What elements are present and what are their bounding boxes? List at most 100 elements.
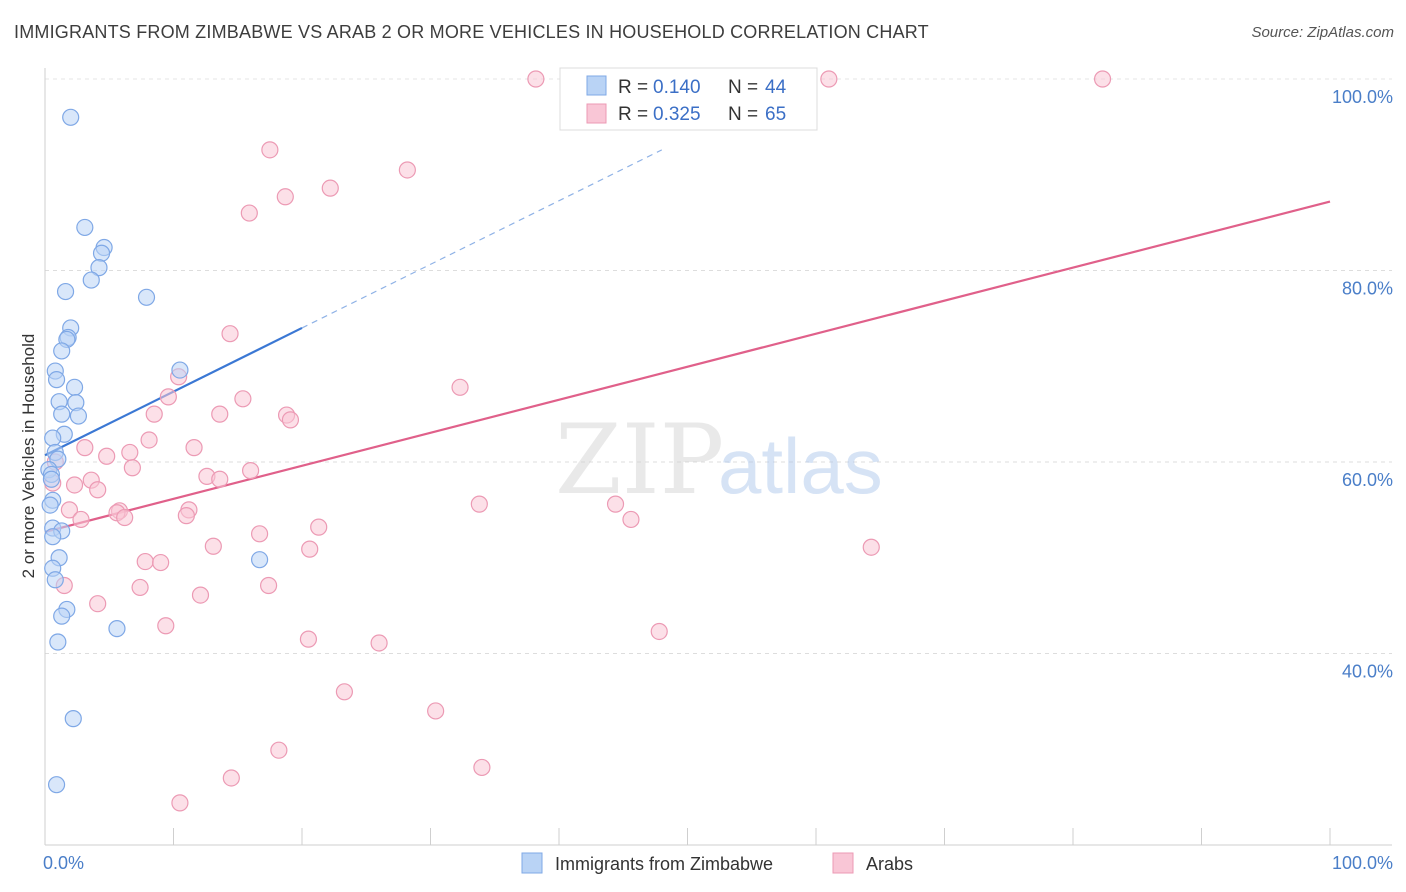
legend-n-label-2: N = xyxy=(728,104,758,125)
zimbabwe-point-7 xyxy=(137,288,156,306)
source-label: Source: ZipAtlas.com xyxy=(1251,24,1394,41)
legend-r-value-1: 0.140 xyxy=(653,77,701,98)
legend-n-value-1: 44 xyxy=(765,77,787,98)
arab-point-54 xyxy=(157,617,175,635)
arab-point-0 xyxy=(527,70,545,88)
y-tick-label-2: 80.0% xyxy=(1342,279,1393,299)
arab-point-20 xyxy=(185,439,203,457)
arab-point-34 xyxy=(60,501,79,519)
arab-point-11 xyxy=(451,378,469,396)
arab-point-63 xyxy=(171,794,189,812)
watermark: ZIP atlas xyxy=(555,404,883,516)
zimbabwe-point-41 xyxy=(47,776,66,794)
zimbabwe-point-31 xyxy=(44,528,62,546)
data-points xyxy=(40,70,1112,812)
arab-point-3 xyxy=(1093,70,1112,88)
y-tick-label-1: 60.0% xyxy=(1342,470,1393,490)
arab-point-4 xyxy=(261,141,279,159)
arab-point-45 xyxy=(301,540,319,558)
zimbabwe-point-6 xyxy=(56,282,75,301)
arab-point-31 xyxy=(89,481,107,499)
arab-point-52 xyxy=(191,586,210,604)
arab-point-6 xyxy=(321,179,339,197)
y-axis-label: 2 or more Vehicles in Household xyxy=(19,334,38,579)
arab-point-30 xyxy=(65,476,84,494)
watermark-atlas: atlas xyxy=(718,422,883,510)
x-tick-labels: 0.0% 100.0% xyxy=(43,853,1393,873)
legend-swatch-blue xyxy=(586,75,607,96)
arab-point-5 xyxy=(398,161,416,179)
arab-point-39 xyxy=(177,507,195,525)
arab-trend-line xyxy=(44,200,1331,533)
legend-series: Immigrants from Zimbabwe Arabs xyxy=(521,852,913,874)
zimbabwe-point-37 xyxy=(53,607,71,625)
arab-point-44 xyxy=(204,537,222,555)
legend-series-swatch-2 xyxy=(832,852,854,874)
watermark-zip: ZIP xyxy=(555,404,724,516)
arab-point-55 xyxy=(650,622,668,641)
zimbabwe-point-33 xyxy=(250,551,269,569)
zimbabwe-point-26 xyxy=(42,470,61,488)
legend-r-value-2: 0.325 xyxy=(653,104,701,125)
zimbabwe-point-0 xyxy=(62,108,80,126)
arab-point-58 xyxy=(335,683,354,701)
arab-point-12 xyxy=(159,388,177,406)
arab-point-42 xyxy=(310,518,328,536)
zimbabwe-trend-extension xyxy=(301,149,663,329)
arab-point-40 xyxy=(72,510,90,529)
arab-point-43 xyxy=(250,525,269,543)
axes xyxy=(44,68,1392,846)
arab-point-53 xyxy=(89,595,107,613)
arab-point-38 xyxy=(116,508,134,527)
legend-r-label-1: R = xyxy=(618,77,648,98)
zimbabwe-point-35 xyxy=(46,571,64,589)
arab-point-62 xyxy=(222,769,240,787)
zimbabwe-point-28 xyxy=(41,496,59,514)
arab-point-24 xyxy=(123,459,141,477)
arab-point-48 xyxy=(152,553,170,572)
arab-point-32 xyxy=(470,495,488,513)
zimbabwe-point-19 xyxy=(69,407,88,425)
arab-point-56 xyxy=(299,630,318,648)
arab-point-51 xyxy=(259,576,278,595)
y-tick-label-0: 40.0% xyxy=(1342,662,1393,682)
arab-point-59 xyxy=(427,702,445,720)
arab-point-47 xyxy=(136,552,154,571)
arab-point-15 xyxy=(211,405,229,423)
arab-point-61 xyxy=(473,758,491,777)
zimbabwe-point-21 xyxy=(44,429,62,447)
arab-point-50 xyxy=(131,578,149,597)
arab-point-60 xyxy=(270,741,288,759)
legend-n-label-1: N = xyxy=(728,77,758,98)
legend-series-label-2: Arabs xyxy=(866,854,913,874)
legend-n-value-2: 65 xyxy=(765,104,786,125)
arab-point-2 xyxy=(820,70,838,88)
arab-point-13 xyxy=(234,390,252,408)
zimbabwe-point-39 xyxy=(49,633,67,651)
arab-point-25 xyxy=(242,462,260,480)
legend-series-label-1: Immigrants from Zimbabwe xyxy=(555,854,773,874)
zimbabwe-point-11 xyxy=(53,342,71,360)
zimbabwe-point-1 xyxy=(76,218,94,237)
arab-point-21 xyxy=(121,443,139,462)
x-tick-label-0: 0.0% xyxy=(43,853,84,873)
arab-point-41 xyxy=(622,510,640,529)
arab-point-8 xyxy=(240,204,258,222)
chart-title: IMMIGRANTS FROM ZIMBABWE VS ARAB 2 OR MO… xyxy=(14,22,929,42)
arab-point-14 xyxy=(145,405,163,423)
gridlines xyxy=(45,78,1392,654)
zimbabwe-point-3 xyxy=(92,244,111,262)
arab-point-17 xyxy=(281,411,300,429)
zimbabwe-point-5 xyxy=(82,271,100,289)
legend-series-swatch-1 xyxy=(521,852,543,874)
legend-r-label-2: R = xyxy=(618,104,648,125)
arab-point-19 xyxy=(76,439,94,457)
arab-point-46 xyxy=(862,538,880,556)
zimbabwe-point-40 xyxy=(64,710,82,728)
legend-swatch-pink xyxy=(586,103,607,124)
legend-stats: R = 0.140 N = 44 R = 0.325 N = 65 xyxy=(559,67,818,131)
zimbabwe-point-4 xyxy=(90,259,108,277)
arab-point-9 xyxy=(221,325,239,343)
zimbabwe-point-14 xyxy=(47,371,66,389)
